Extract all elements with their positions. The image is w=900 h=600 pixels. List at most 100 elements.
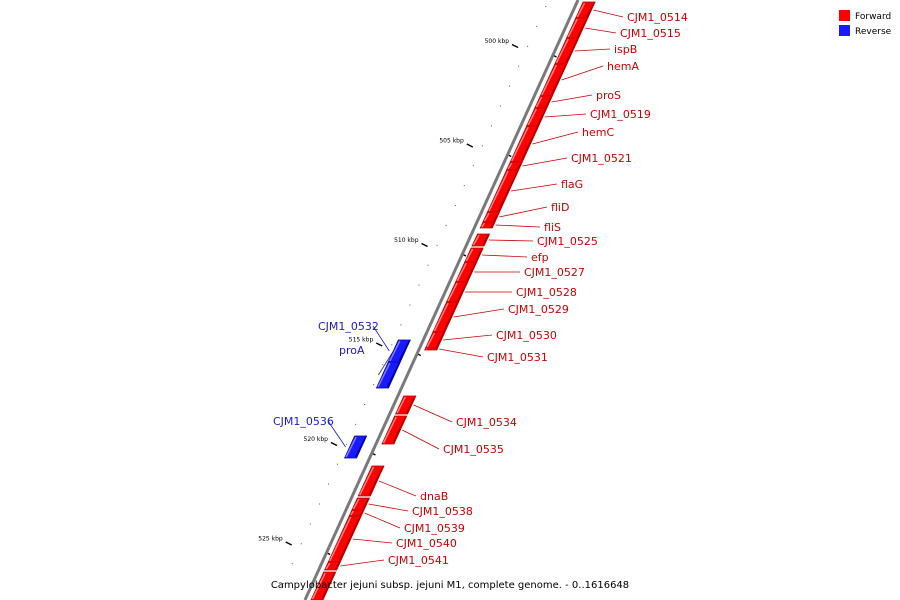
gene-cjm1-0536[interactable] <box>343 435 368 459</box>
gene-cjm1-0515-shadow <box>577 18 588 38</box>
gene-flis-label[interactable]: fliS <box>544 221 561 234</box>
gene-efp-label[interactable]: efp <box>531 251 549 264</box>
gene-cjm1-0525-label[interactable]: CJM1_0525 <box>537 235 598 248</box>
gene-cjm1-0538-highlight <box>352 498 360 510</box>
gene-efp[interactable] <box>464 247 484 263</box>
gene-cjm1-0525[interactable] <box>471 233 491 247</box>
gene-hemc-label[interactable]: hemC <box>582 126 614 139</box>
scale-minor-tick <box>337 463 339 465</box>
gene-cjm1-0529-shadow <box>443 302 459 332</box>
gene-efp-leader <box>481 254 528 258</box>
scale-ticks: 500 kbp 505 kbp 510 kbp 515 kbp 520 kbp 525 k… <box>258 6 557 585</box>
legend-swatch-reverse <box>839 25 850 36</box>
gene-cjm1-0541[interactable] <box>324 561 341 571</box>
scale-minor-tick <box>427 264 429 266</box>
gene-cjm1-0539-label[interactable]: CJM1_0539 <box>404 522 465 535</box>
gene-cjm1-0538[interactable] <box>351 497 371 511</box>
gene-pros-label[interactable]: proS <box>596 89 621 102</box>
scale-minor-tick <box>518 65 520 67</box>
scale-minor-tick <box>291 563 293 565</box>
gene-cjm1-0534-leader <box>413 404 453 423</box>
scale-minor-tick <box>318 503 320 505</box>
gene-pros-highlight <box>535 96 543 108</box>
gene-cjm1-0540[interactable] <box>327 515 362 563</box>
gene-cjm1-0535-highlight <box>382 416 397 444</box>
scale-minor-tick <box>282 583 284 585</box>
gene-hema-shadow <box>550 64 567 96</box>
gene-flid-label[interactable]: fliD <box>551 201 569 214</box>
gene-cjm1-0532[interactable] <box>387 339 411 363</box>
gene-hema-label[interactable]: hemA <box>607 60 639 73</box>
gene-cjm1-0514[interactable] <box>575 1 596 19</box>
gene-dnab-label[interactable]: dnaB <box>420 490 448 503</box>
gene-cjm1-0519-leader <box>544 113 587 118</box>
gene-pros[interactable] <box>534 95 553 109</box>
gene-cjm1-0530-label[interactable]: CJM1_0530 <box>496 329 557 342</box>
gene-fragment[interactable] <box>310 571 337 600</box>
scale-minor-tick <box>346 443 348 445</box>
gene-flag-label[interactable]: flaG <box>561 178 583 191</box>
gene-cjm1-0531-body <box>424 347 439 351</box>
gene-ispb-shadow <box>565 38 579 64</box>
legend-item-reverse[interactable]: Reverse <box>839 25 892 37</box>
gene-cjm1-0539-shadow <box>359 510 364 516</box>
gene-hemc[interactable] <box>509 125 540 163</box>
gene-cjm1-0519[interactable] <box>526 107 548 127</box>
gene-cjm1-0528-label[interactable]: CJM1_0528 <box>516 286 577 299</box>
gene-cjm1-0519-label[interactable]: CJM1_0519 <box>590 108 651 121</box>
gene-cjm1-0525-highlight <box>472 234 480 246</box>
gene-proa-body <box>375 361 401 389</box>
gene-cjm1-0514-label[interactable]: CJM1_0514 <box>627 11 688 24</box>
gene-flid[interactable] <box>482 211 501 223</box>
gene-cjm1-0534[interactable] <box>395 395 417 415</box>
gene-cjm1-0541-label[interactable]: CJM1_0541 <box>388 554 449 567</box>
scale-minor-tick <box>436 244 438 246</box>
gene-hema[interactable] <box>539 63 568 97</box>
gene-cjm1-0535[interactable] <box>381 415 408 445</box>
scale-minor-tick <box>454 205 456 206</box>
gene-cjm1-0521-shadow <box>517 162 522 170</box>
scale-label: 510 kbp <box>394 237 419 244</box>
gene-cjm1-0541-highlight <box>325 562 331 570</box>
gene-cjm1-0515-leader <box>585 27 617 34</box>
gene-cjm1-0538-label[interactable]: CJM1_0538 <box>412 505 473 518</box>
scale-minor-tick <box>463 185 465 187</box>
gene-proa[interactable] <box>375 361 401 389</box>
gene-hema-highlight <box>541 64 558 96</box>
scale-minor-tick <box>327 483 329 485</box>
gene-ispb-label[interactable]: ispB <box>614 43 637 56</box>
gene-cjm1-0528-highlight <box>447 282 458 302</box>
legend-item-forward[interactable]: Forward <box>839 10 891 22</box>
gene-cjm1-0535-body <box>381 415 408 445</box>
gene-cjm1-0539[interactable] <box>348 509 365 517</box>
scale-minor-tick <box>382 364 384 366</box>
scale-major-tick <box>511 43 519 49</box>
gene-efp-highlight <box>465 248 474 262</box>
gene-cjm1-0540-shadow <box>338 516 361 562</box>
gene-cjm1-0531-label[interactable]: CJM1_0531 <box>487 351 548 364</box>
gene-cjm1-0535-shadow <box>392 416 407 444</box>
gene-features <box>310 1 596 600</box>
gene-cjm1-0530[interactable] <box>425 331 446 349</box>
gene-cjm1-0521-label[interactable]: CJM1_0521 <box>571 152 632 165</box>
gene-cjm1-0529-label[interactable]: CJM1_0529 <box>508 303 569 316</box>
gene-cjm1-0540-label[interactable]: CJM1_0540 <box>396 537 457 550</box>
gene-dnab[interactable] <box>357 465 385 497</box>
gene-cjm1-0527-label[interactable]: CJM1_0527 <box>524 266 585 279</box>
gene-cjm1-0531[interactable] <box>424 347 439 351</box>
scale-major-tick <box>285 541 293 546</box>
gene-cjm1-0532-label[interactable]: CJM1_0532 <box>318 320 379 333</box>
gene-cjm1-0535-label[interactable]: CJM1_0535 <box>443 443 504 456</box>
gene-cjm1-0527-highlight <box>456 262 467 282</box>
gene-cjm1-0536-label[interactable]: CJM1_0536 <box>273 415 334 428</box>
gene-cjm1-0534-label[interactable]: CJM1_0534 <box>456 416 517 429</box>
gene-cjm1-0515-label[interactable]: CJM1_0515 <box>620 27 681 40</box>
gene-dnab-highlight <box>359 466 375 496</box>
gene-cjm1-0521[interactable] <box>506 161 523 171</box>
scale-minor-tick <box>391 344 393 346</box>
gene-proa-label[interactable]: proA <box>339 344 365 357</box>
gene-flid-leader <box>499 206 548 218</box>
gene-flis[interactable] <box>479 221 496 229</box>
scale-minor-tick <box>545 6 547 7</box>
